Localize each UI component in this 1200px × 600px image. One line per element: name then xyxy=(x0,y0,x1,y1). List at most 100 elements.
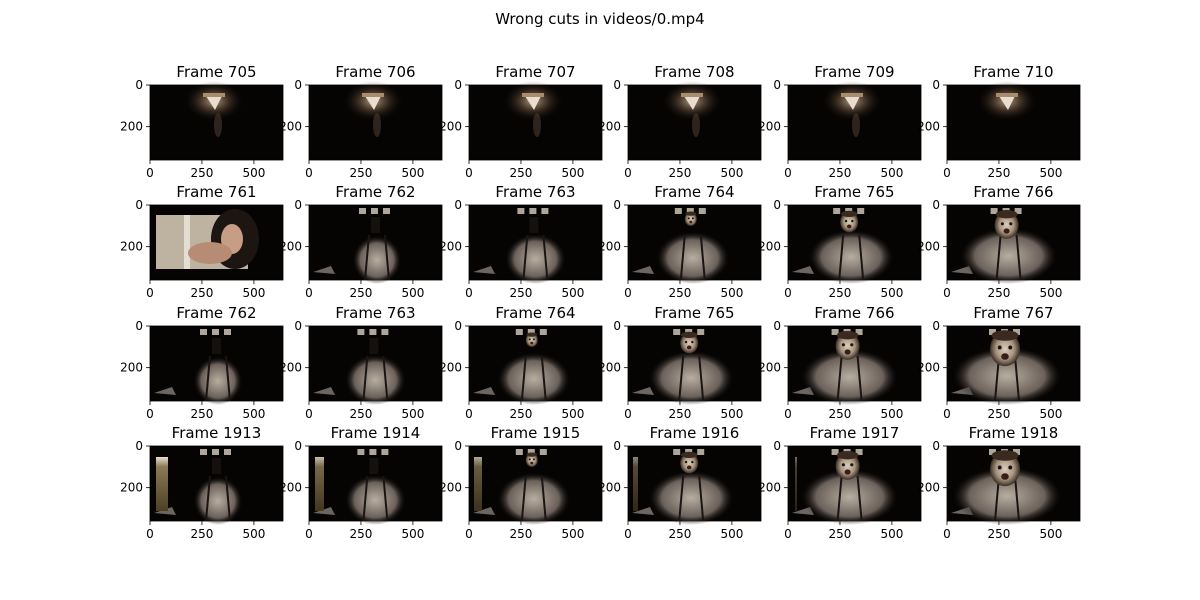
x-tick-label: 0 xyxy=(784,407,792,421)
frame-title: Frame 761 xyxy=(176,183,256,201)
eye xyxy=(528,338,531,341)
frame-title: Frame 1916 xyxy=(650,424,740,442)
lamp-shape xyxy=(844,96,860,110)
x-tick-label: 250 xyxy=(191,286,214,300)
body xyxy=(809,230,894,284)
ceiling-light xyxy=(515,329,523,335)
x-tick-label: 0 xyxy=(465,527,473,541)
y-tick-label: 200 xyxy=(917,120,940,134)
eye xyxy=(691,340,694,344)
lamp-shade xyxy=(996,93,1018,97)
head-shadow xyxy=(371,217,380,233)
x-tick-label: 500 xyxy=(1039,527,1062,541)
floor-shine xyxy=(473,266,495,274)
ceiling-light xyxy=(541,208,549,214)
y-tick-label: 0 xyxy=(294,319,302,333)
frame-title: Frame 708 xyxy=(654,63,734,81)
suspender xyxy=(542,234,549,281)
pole xyxy=(184,215,190,269)
ceiling-light xyxy=(200,449,207,455)
x-tick-label: 250 xyxy=(669,407,692,421)
y-tick-label: 200 xyxy=(439,361,462,375)
ceiling-light xyxy=(224,449,231,455)
frame-panel: Frame 710 0 250 500 0 200 xyxy=(917,63,1081,180)
x-tick-label: 0 xyxy=(146,166,154,180)
suspender xyxy=(205,475,211,522)
frame-title: Frame 1914 xyxy=(331,424,421,442)
lamp-shade xyxy=(522,93,544,97)
ceiling-light xyxy=(989,329,996,335)
mouth xyxy=(1003,228,1010,234)
x-tick-label: 0 xyxy=(784,286,792,300)
x-tick-label: 500 xyxy=(242,166,265,180)
y-tick-label: 200 xyxy=(598,240,621,254)
frame-panel: Frame 707 0 250 500 0 200 xyxy=(439,63,603,180)
frame-panel: Frame 762 0 250 500 0 200 xyxy=(279,183,443,300)
ceiling-light xyxy=(674,208,682,214)
x-tick-label: 250 xyxy=(510,166,533,180)
x-tick-label: 0 xyxy=(624,527,632,541)
x-tick-label: 500 xyxy=(880,166,903,180)
y-tick-label: 200 xyxy=(758,240,781,254)
body xyxy=(345,475,406,525)
x-tick-label: 0 xyxy=(943,286,951,300)
head xyxy=(990,331,1020,367)
frame-title: Frame 766 xyxy=(814,304,894,322)
y-tick-label: 200 xyxy=(758,361,781,375)
x-tick-label: 250 xyxy=(350,407,373,421)
ceiling-light xyxy=(212,449,219,455)
eye xyxy=(997,345,1002,350)
x-tick-label: 0 xyxy=(305,286,313,300)
ceiling-light xyxy=(529,208,537,214)
frame-image-content xyxy=(473,329,570,405)
axes-frame xyxy=(149,204,284,281)
x-tick-label: 500 xyxy=(561,407,584,421)
suspender xyxy=(838,234,845,281)
x-tick-label: 500 xyxy=(880,286,903,300)
hair xyxy=(991,330,1019,341)
x-tick-label: 0 xyxy=(465,286,473,300)
x-tick-label: 0 xyxy=(146,527,154,541)
head-shadow xyxy=(369,338,379,354)
frame-image-content xyxy=(792,208,894,284)
eye xyxy=(1009,222,1013,226)
ceiling-light xyxy=(517,208,525,214)
suspender xyxy=(522,234,529,281)
frame-panel: Frame 706 0 250 500 0 200 xyxy=(279,63,443,180)
suspender xyxy=(698,475,705,522)
y-tick-label: 200 xyxy=(439,481,462,495)
y-tick-label: 0 xyxy=(773,198,781,212)
floor-shine xyxy=(313,266,335,274)
x-tick-label: 500 xyxy=(242,407,265,421)
mouth xyxy=(1001,473,1009,480)
suspender xyxy=(362,475,369,522)
floor-shine xyxy=(792,266,814,274)
hair xyxy=(681,331,698,339)
y-tick-label: 200 xyxy=(758,481,781,495)
suspender xyxy=(856,475,863,522)
frame-title: Frame 762 xyxy=(335,183,415,201)
y-tick-label: 0 xyxy=(932,439,940,453)
frame-image-content xyxy=(951,329,1061,405)
ceiling-light xyxy=(1013,449,1020,455)
light-bar xyxy=(633,457,638,511)
x-tick-label: 500 xyxy=(720,166,743,180)
frame-image-content xyxy=(154,329,242,405)
x-tick-label: 0 xyxy=(146,407,154,421)
floor-shine xyxy=(632,387,654,395)
panel-grid: Frame 705 0 250 500 0 200 Frame 706 0 250 500 0 200… xyxy=(120,63,1081,541)
y-tick-label: 0 xyxy=(773,319,781,333)
ceiling-light xyxy=(357,329,365,335)
y-tick-label: 200 xyxy=(120,240,143,254)
head xyxy=(525,333,538,347)
x-tick-label: 0 xyxy=(465,407,473,421)
ceiling-light xyxy=(383,208,390,214)
y-tick-label: 0 xyxy=(613,198,621,212)
hair xyxy=(681,451,698,459)
mouth xyxy=(689,220,693,224)
body xyxy=(801,469,898,525)
frame-image-content xyxy=(977,81,1037,121)
x-tick-label: 250 xyxy=(829,286,852,300)
suspender xyxy=(205,355,211,402)
ceiling-light xyxy=(989,449,996,455)
